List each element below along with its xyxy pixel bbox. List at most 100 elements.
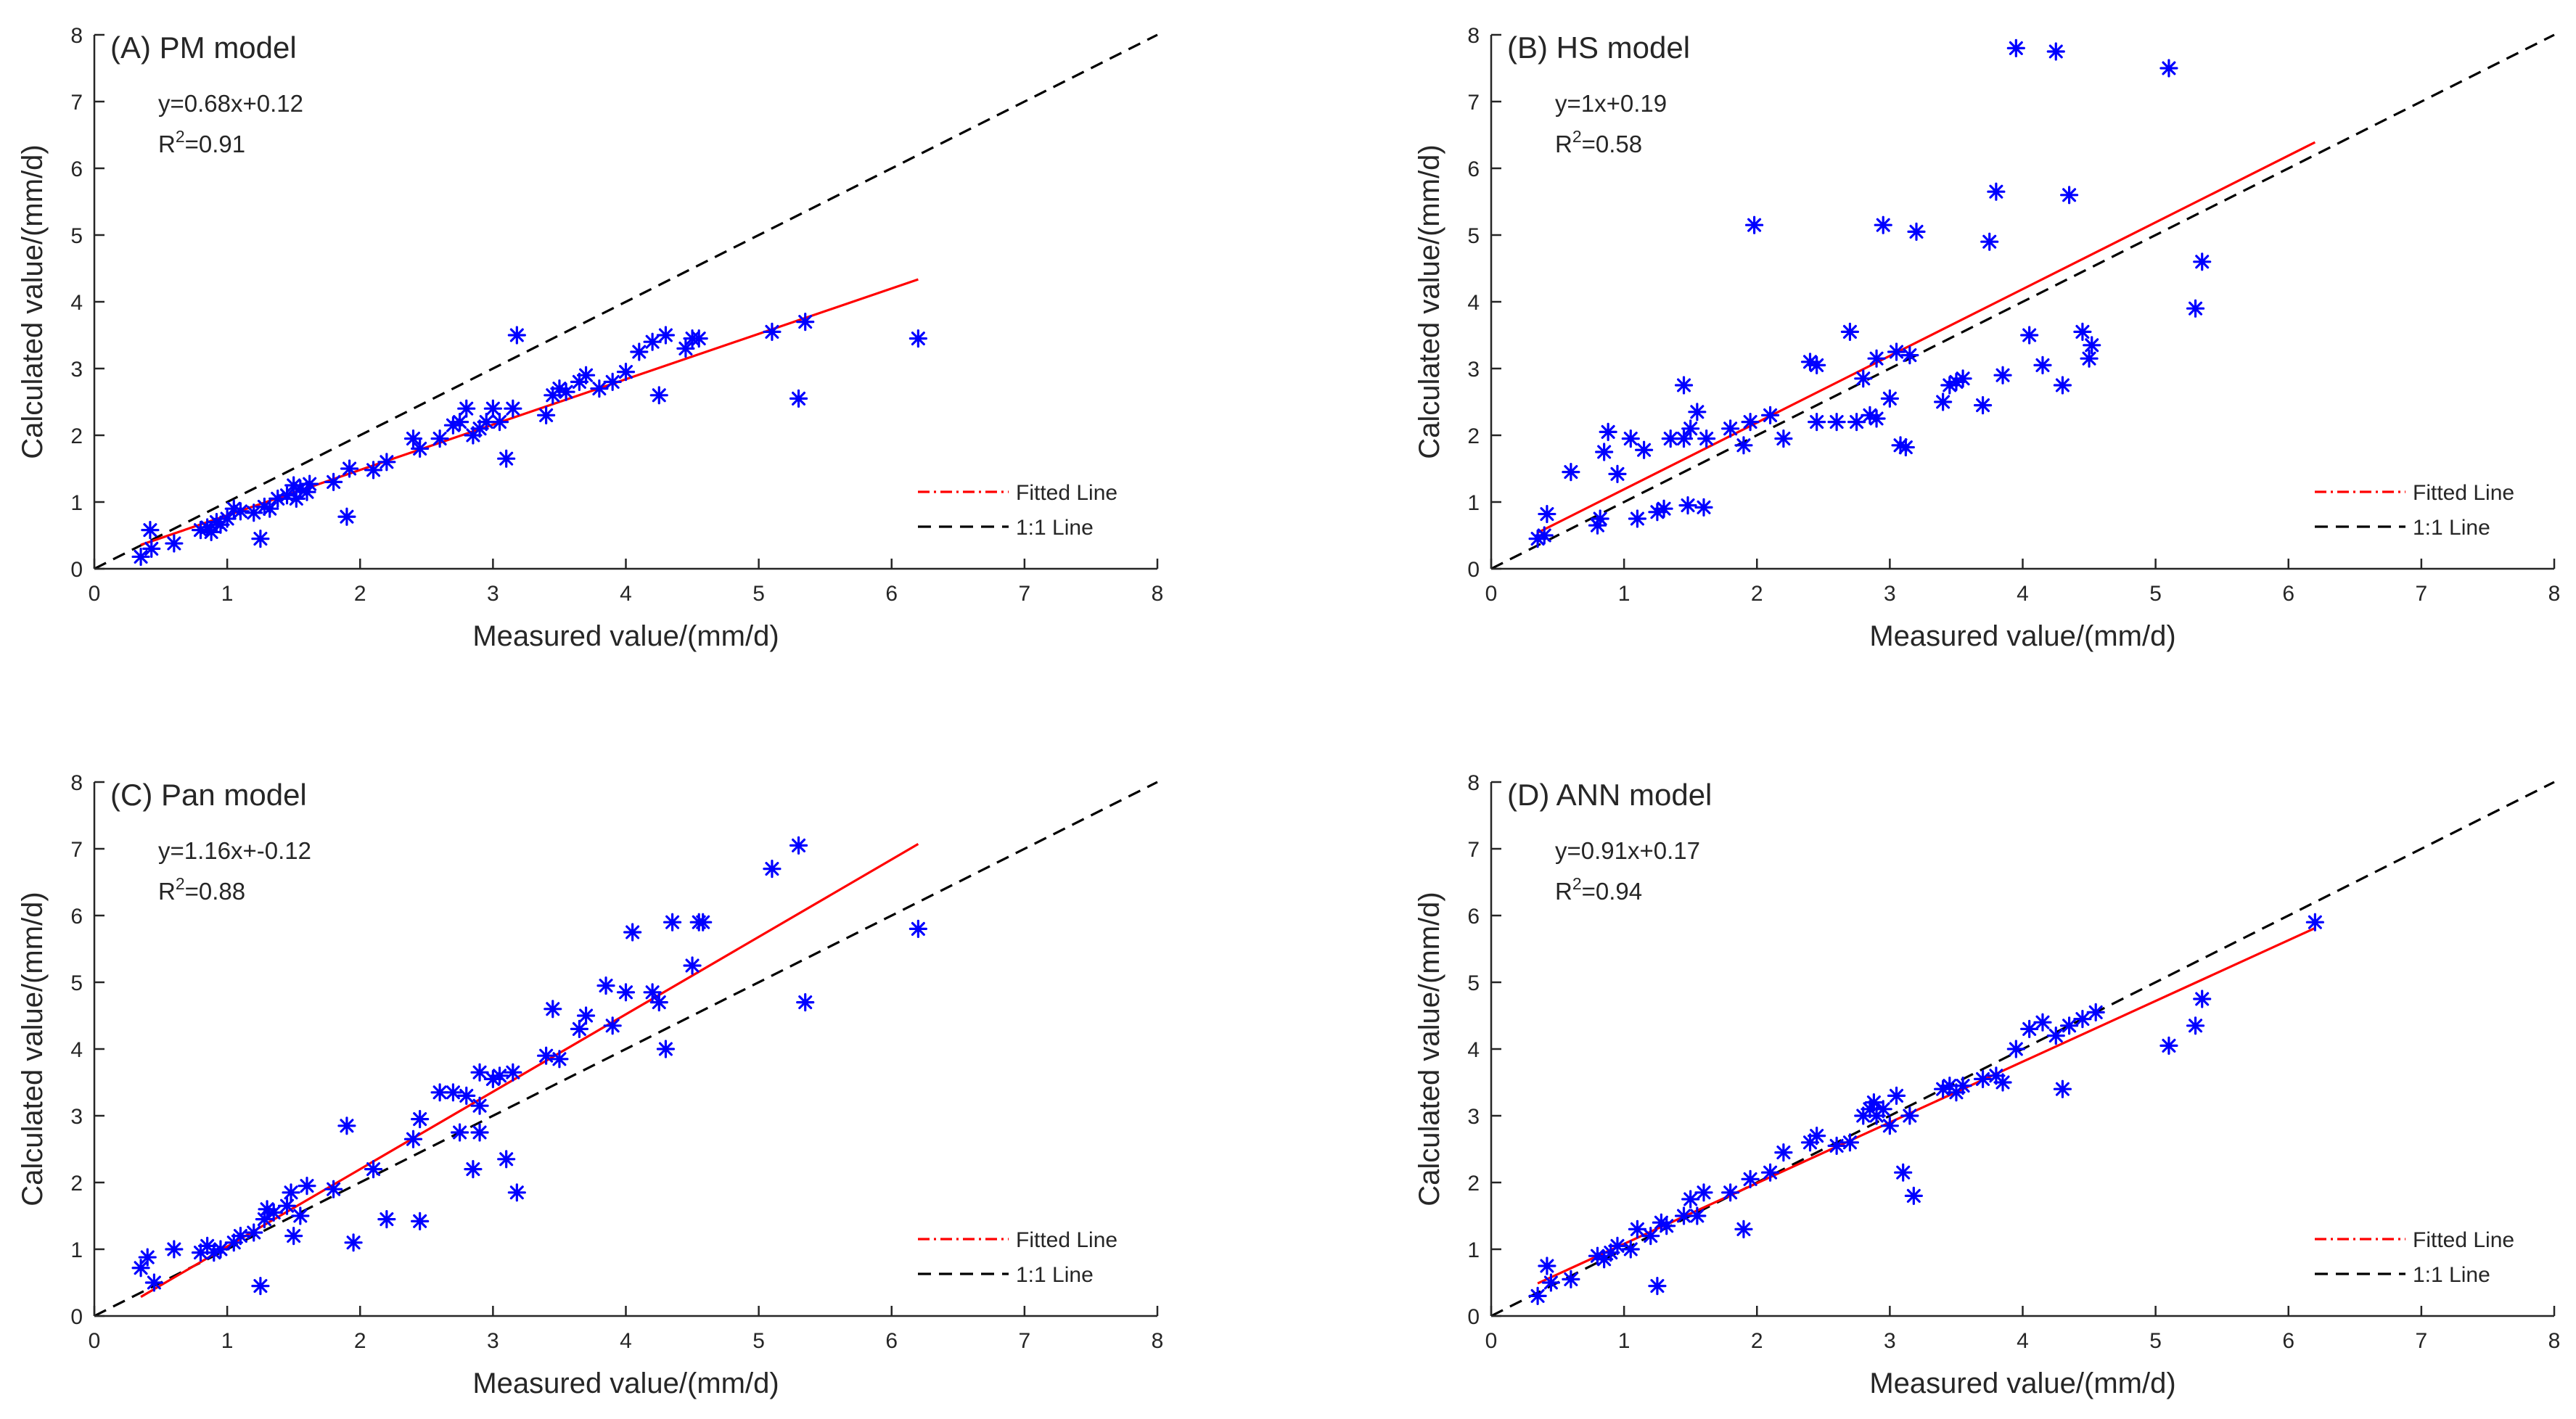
panel-a-data-point: [457, 399, 476, 418]
panel-c-x-tick-label: 3: [487, 1329, 499, 1353]
panel-d-data-point: [1947, 1083, 1966, 1102]
panel-a-data-point: [908, 329, 927, 348]
panel-a-legend-fit: Fitted Line: [1016, 481, 1117, 505]
panel-d-axes: 0 1 2 3 4 5 6 7 8 0 1 2 3 4 5 6 7 8: [1467, 771, 2560, 1353]
panel-c-data-point: [191, 1243, 210, 1262]
panel-c-r2-prefix: R: [158, 878, 176, 905]
panel-a-y-tick-label: 4: [70, 291, 83, 315]
panel-a-r2: R2=0.91: [158, 127, 245, 157]
panel-c-data-point: [616, 983, 636, 1002]
panel-b-data-point: [2033, 355, 2052, 374]
panel-b-data-point: [1867, 409, 1886, 428]
panel-c-data-point: [470, 1096, 489, 1115]
panel-a-y-tick-label: 2: [70, 424, 83, 448]
panel-d-data-point: [1588, 1246, 1607, 1265]
panel-d-x-tick-label: 2: [1751, 1329, 1763, 1353]
panel-b-data-point: [1774, 429, 1793, 448]
panel-d-data-point: [1987, 1066, 2006, 1085]
panel-a-y-tick-label: 7: [70, 91, 83, 115]
panel-c-y-tick-label: 5: [70, 971, 83, 995]
panel-c-data-point: [796, 993, 815, 1012]
panel-a-data-point: [689, 329, 708, 348]
panel-a-data-point: [649, 386, 668, 405]
panel-b-data-point: [1940, 376, 1959, 395]
panel-b-data-point: [1648, 503, 1667, 522]
panel-c-fitted-line: [140, 842, 919, 1299]
panel-d-data-point: [1621, 1240, 1640, 1259]
panel-b-data-point: [2073, 322, 2092, 341]
panel-c-data-point: [663, 913, 682, 931]
panel-c-data-point: [443, 1083, 463, 1102]
panel-c-axes: 0 1 2 3 4 5 6 7 8 0 1 2 3 4 5 6 7 8: [70, 771, 1163, 1353]
panel-c-y-tick-label: 3: [70, 1105, 83, 1129]
panel-b-x-tick-label: 1: [1618, 582, 1630, 606]
panel-d-data-point: [1760, 1163, 1780, 1182]
panel-b-y-tick-label: 3: [1467, 358, 1480, 382]
panel-a-data-point: [255, 497, 274, 517]
panel-a-r2-value: =0.91: [185, 131, 246, 157]
panel-d-data-point: [1608, 1236, 1627, 1255]
panel-b-data-point: [2006, 38, 2025, 57]
panel-c-data-point: [483, 1069, 502, 1088]
panel-d-data-point: [1774, 1143, 1793, 1162]
panel-d-data-point: [1741, 1169, 1760, 1188]
panel-c-legend: Fitted Line 1:1 Line: [918, 1228, 1117, 1287]
panel-c-x-tick-label: 8: [1152, 1329, 1164, 1353]
panel-a-y-tick-label: 8: [70, 24, 83, 48]
panel-a-data-point: [557, 382, 575, 401]
panel-d-data-point: [1934, 1079, 1953, 1098]
panel-d-x-tick-label: 6: [2282, 1329, 2294, 1353]
panel-c-data-point: [282, 1183, 300, 1202]
panel-a-y-tick-label: 5: [70, 224, 83, 248]
panel-b-legend: Fitted Line 1:1 Line: [2315, 481, 2514, 540]
panel-b-data-point: [1934, 392, 1953, 411]
panel-b-title: (B) HS model: [1507, 30, 1690, 65]
panel-b-data-point: [1678, 496, 1697, 515]
panel-c-series: [94, 781, 1158, 1317]
panel-a-data-point: [504, 399, 522, 418]
panel-c-data-point: [291, 1206, 310, 1225]
panel-d-y-label: Calculated value/(mm/d): [1414, 892, 1445, 1206]
panel-d-title: (D) ANN model: [1507, 778, 1712, 812]
panel-b-data-point: [1861, 406, 1879, 424]
panel-b-data-point: [1538, 504, 1556, 524]
panel-d-data-point: [1628, 1219, 1647, 1238]
panel-d-data-point: [2033, 1013, 2052, 1032]
panel-d-data-point: [1734, 1219, 1753, 1238]
panel-a-one-to-one-line: [94, 33, 1158, 570]
panel-b-x-tick-label: 3: [1884, 582, 1896, 606]
panel-a-data-point: [364, 461, 383, 480]
panel-b-data-point: [1595, 443, 1614, 461]
panel-c-data-point: [403, 1130, 423, 1148]
panel-d-legend-one: 1:1 Line: [2413, 1263, 2490, 1287]
panel-c-data-point: [138, 1248, 157, 1267]
panel-b-x-tick-label: 7: [2416, 582, 2428, 606]
panel-b-data-point: [1697, 429, 1716, 448]
panel-a-data-point: [537, 406, 556, 424]
panel-d-data-point: [1894, 1163, 1913, 1182]
panel-d-data-point: [1652, 1213, 1670, 1232]
panel-c-data-point: [264, 1203, 283, 1222]
panel-b-data-point: [1674, 376, 1694, 395]
panel-a-data-point: [507, 326, 526, 345]
panel-c-x-tick-label: 5: [752, 1329, 765, 1353]
panel-b-data-point: [1987, 182, 2006, 201]
panel-a-data-point: [656, 326, 676, 345]
panel-a-data-point: [464, 426, 483, 445]
panel-b-data-point: [2083, 336, 2101, 355]
panel-a-data-point: [497, 449, 516, 468]
panel-c-data-point: [277, 1196, 297, 1215]
panel-b-y-tick-label: 1: [1467, 491, 1480, 515]
panel-c-data-point: [596, 976, 615, 995]
panel-b-data-point: [1535, 526, 1554, 545]
panel-d-data-point: [1840, 1133, 1860, 1152]
panel-a-equation: y=0.68x+0.12: [158, 90, 303, 117]
panel-d-x-tick-label: 0: [1485, 1329, 1498, 1353]
panel-d-data-point: [1595, 1250, 1614, 1269]
panel-d-series: [1490, 781, 2555, 1317]
panel-c-data-point: [450, 1123, 469, 1142]
panel-b-y-tick-label: 2: [1467, 424, 1480, 448]
panel-b-data-point: [1674, 429, 1694, 448]
panel-a-data-point: [231, 502, 250, 521]
